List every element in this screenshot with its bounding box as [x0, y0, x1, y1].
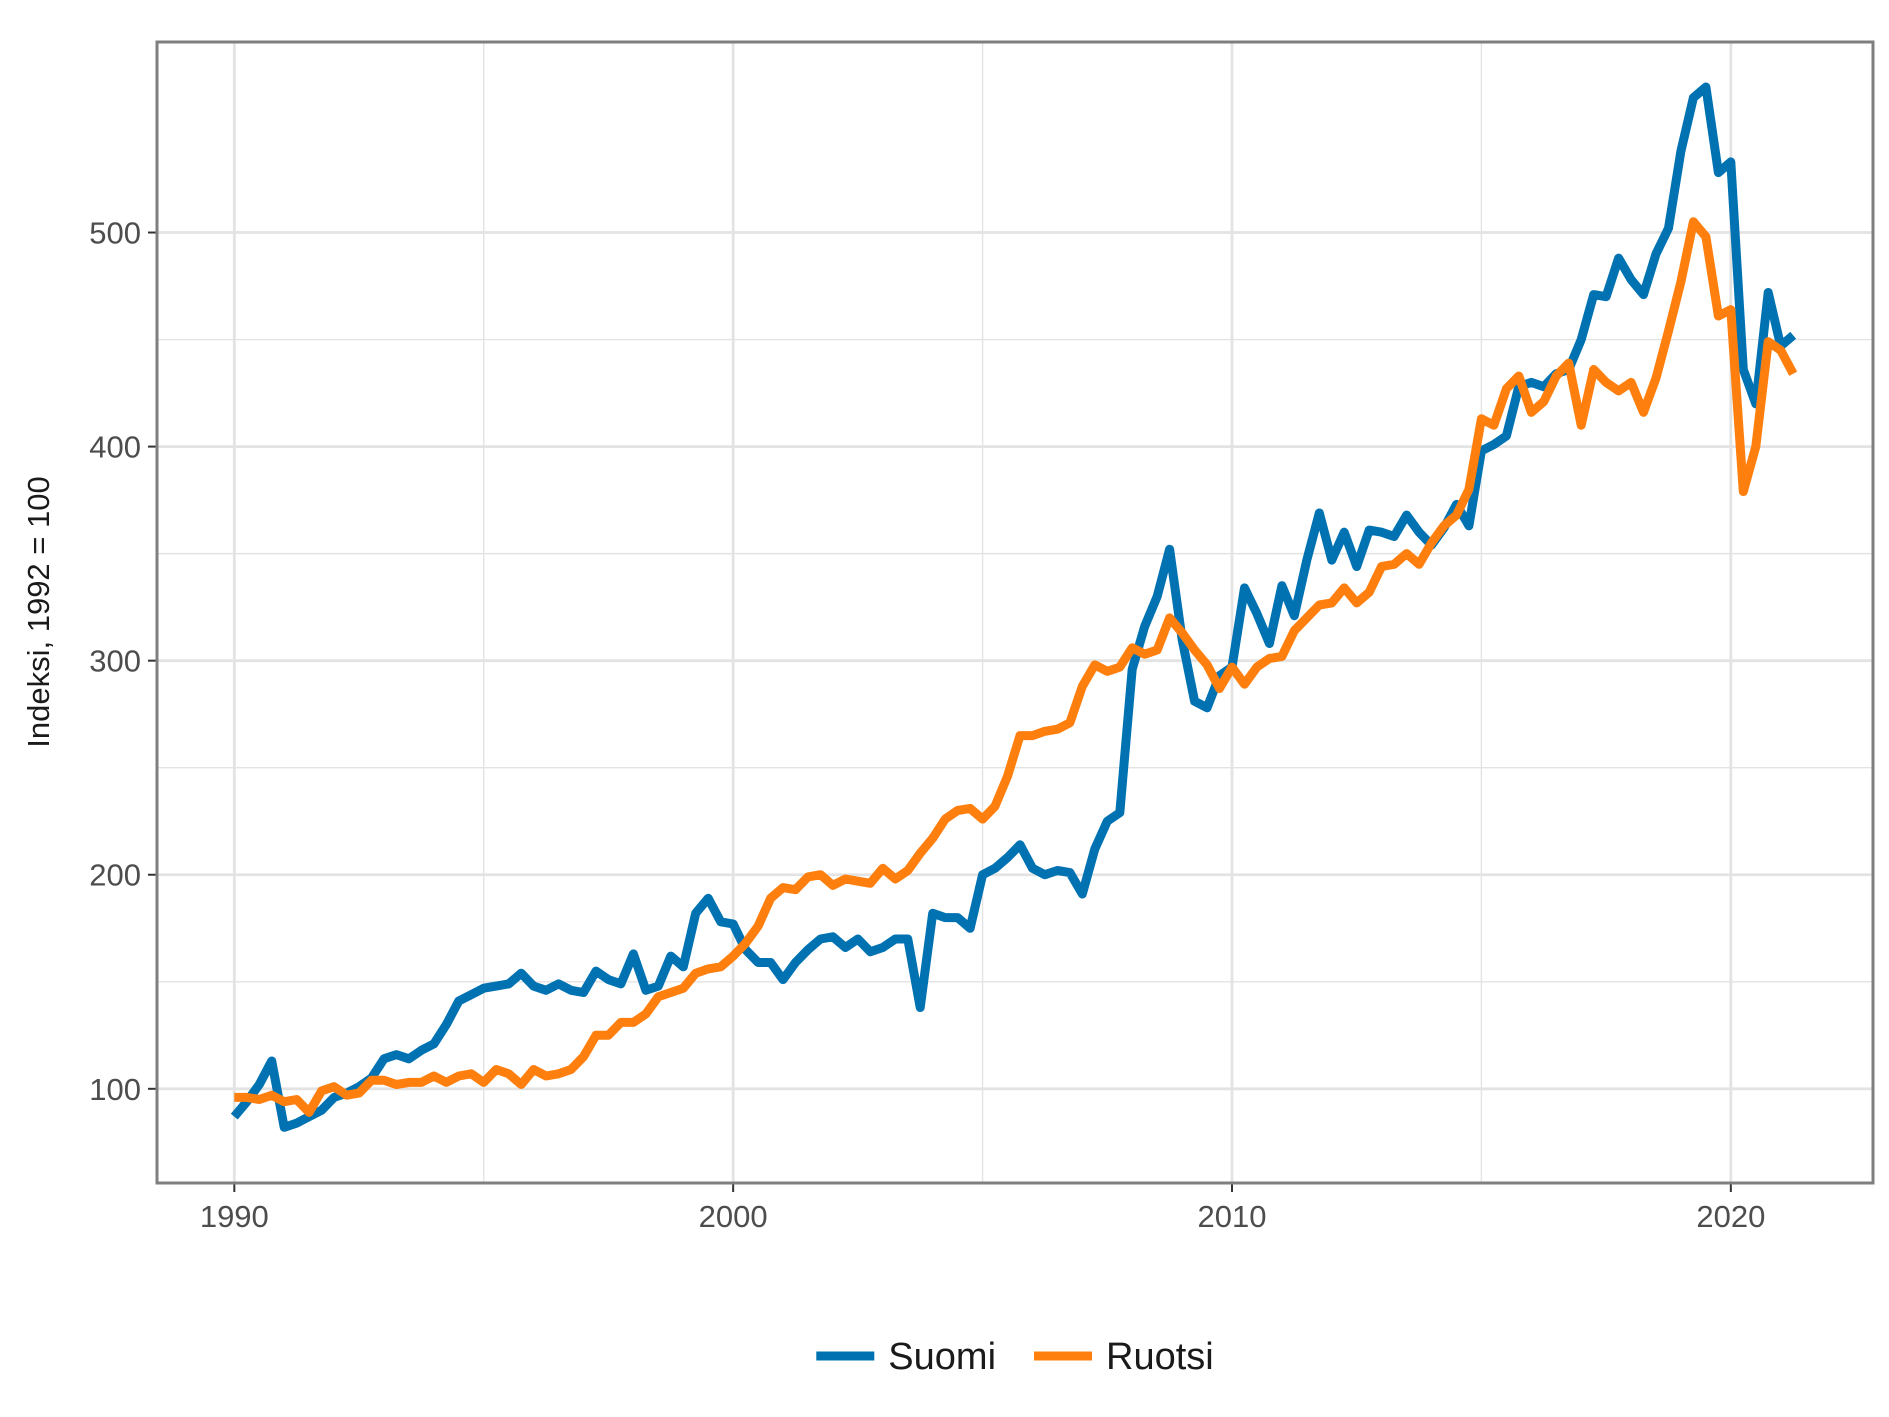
legend-item-suomi: Suomi: [816, 1336, 996, 1378]
plot-panel-border: [155, 40, 1875, 1185]
legend-label: Ruotsi: [1106, 1336, 1214, 1378]
y-axis-title: Indeksi, 1992 = 100: [21, 476, 56, 747]
y-tick-label: 500: [89, 216, 141, 251]
legend: Suomi Ruotsi: [816, 1336, 1214, 1378]
series-line-suomi: [230, 82, 1797, 1132]
y-tick-label: 100: [89, 1072, 141, 1107]
x-tick-label: 2010: [1198, 1199, 1267, 1234]
series-line-ruotsi: [234, 217, 1798, 1117]
y-axis: 100 200 300 400 500: [89, 216, 156, 1107]
y-tick-label: 200: [89, 858, 141, 893]
y-tick-label: 300: [89, 644, 141, 679]
x-tick-label: 2000: [699, 1199, 768, 1234]
x-tick-label: 1990: [200, 1199, 269, 1234]
x-tick-label: 2020: [1696, 1199, 1765, 1234]
legend-item-ruotsi: Ruotsi: [1034, 1336, 1214, 1378]
x-axis: 1990 2000 2010 2020: [200, 1184, 1765, 1234]
legend-label: Suomi: [888, 1336, 996, 1378]
y-tick-label: 400: [89, 430, 141, 465]
gridlines: [157, 42, 1873, 1183]
series-lines: [230, 82, 1798, 1132]
